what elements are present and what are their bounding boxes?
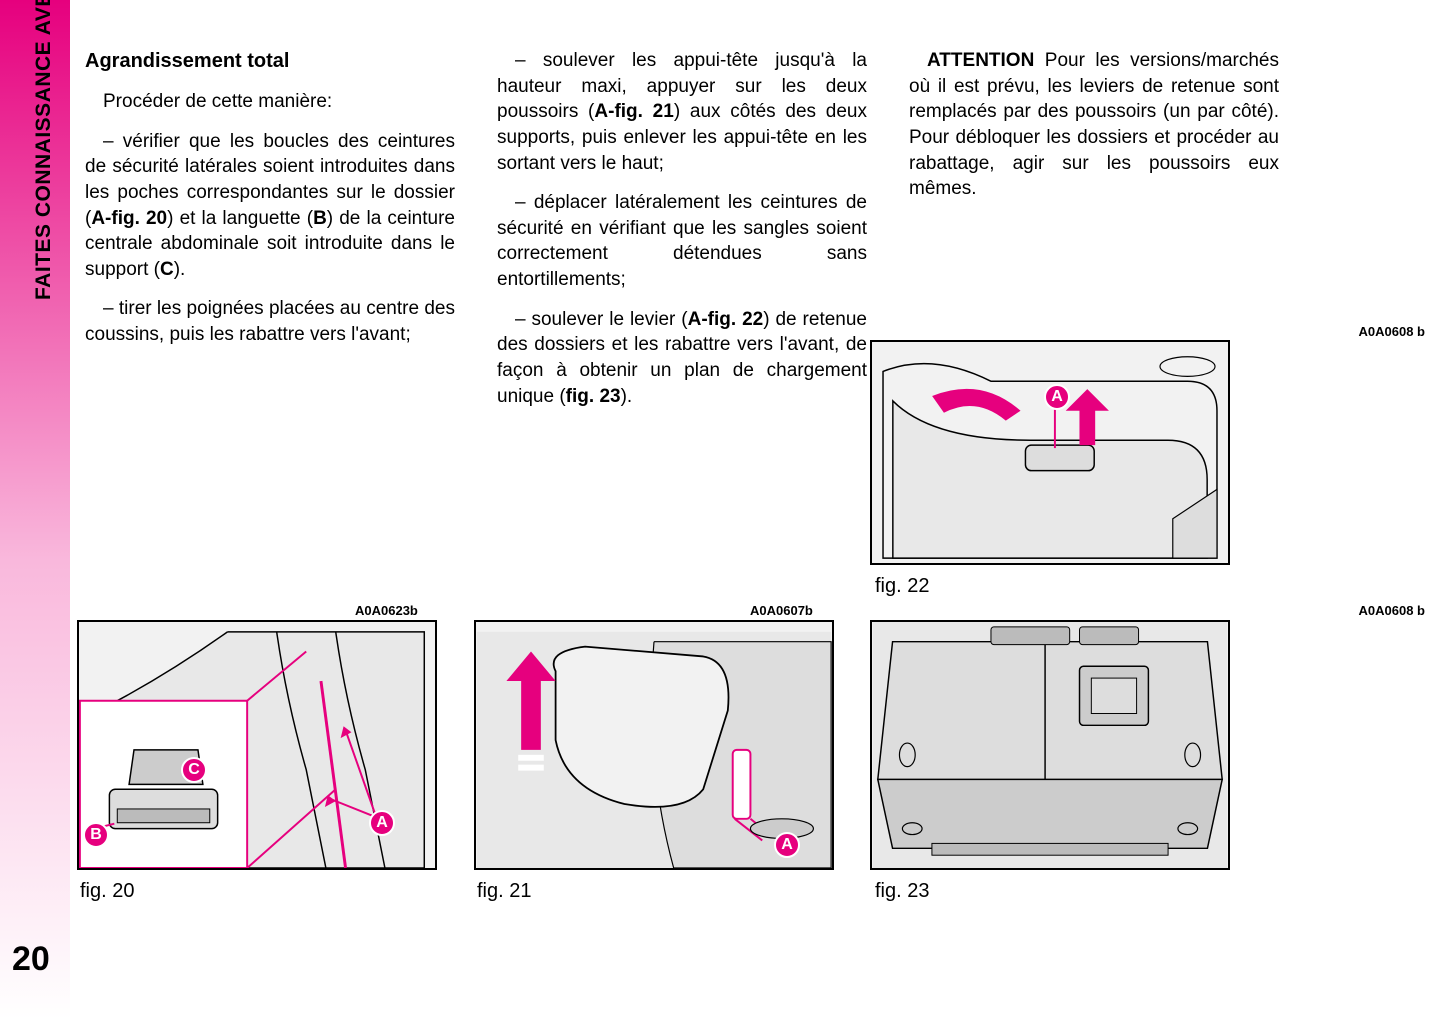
fig21-illustration bbox=[476, 622, 832, 868]
fig23-code: A0A0608 b bbox=[1359, 603, 1425, 618]
figure-22: A bbox=[870, 340, 1230, 565]
fig21-caption: fig. 21 bbox=[477, 880, 531, 903]
sidebar: FAITES CONNAISSANCE AVEC VOTRE VOITURE 2… bbox=[0, 0, 70, 1019]
col1-p1: Procéder de cette manière: bbox=[85, 89, 455, 115]
col1-p2: – vérifier que les boucles des ceintures… bbox=[85, 129, 455, 283]
fig20-callout-c: C bbox=[181, 757, 207, 783]
figure-20: A B C bbox=[77, 620, 437, 870]
col2-p2: – déplacer latéralement les ceintures de… bbox=[497, 190, 867, 293]
heading: Agrandissement total bbox=[85, 48, 455, 75]
figure-23 bbox=[870, 620, 1230, 870]
fig22-caption: fig. 22 bbox=[875, 575, 929, 598]
fig20-code: A0A0623b bbox=[355, 603, 418, 618]
col1-p3: – tirer les poignées placées au centre d… bbox=[85, 296, 455, 347]
col2-p1: – soulever les appui-tête jusqu'à la hau… bbox=[497, 48, 867, 176]
fig21-code: A0A0607b bbox=[750, 603, 813, 618]
fig20-caption: fig. 20 bbox=[80, 880, 134, 903]
column-2: – soulever les appui-tête jusqu'à la hau… bbox=[497, 48, 867, 423]
col3-p1: ATTENTION Pour les versions/marchés où i… bbox=[909, 48, 1279, 202]
col2-p3: – soulever le levier (A-fig. 22) de rete… bbox=[497, 307, 867, 410]
fig20-callout-b: B bbox=[83, 822, 109, 848]
fig22-callout-a: A bbox=[1044, 384, 1070, 410]
fig22-code: A0A0608 b bbox=[1359, 324, 1425, 339]
column-1: Agrandissement total Procéder de cette m… bbox=[85, 48, 455, 423]
fig21-callout-a: A bbox=[774, 832, 800, 858]
fig20-callout-a: A bbox=[369, 810, 395, 836]
figure-21: A bbox=[474, 620, 834, 870]
sidebar-label: FAITES CONNAISSANCE AVEC VOTRE VOITURE bbox=[32, 0, 56, 300]
fig22-illustration bbox=[872, 342, 1228, 563]
fig23-illustration bbox=[872, 622, 1228, 868]
fig23-caption: fig. 23 bbox=[875, 880, 929, 903]
page-number: 20 bbox=[12, 940, 50, 979]
